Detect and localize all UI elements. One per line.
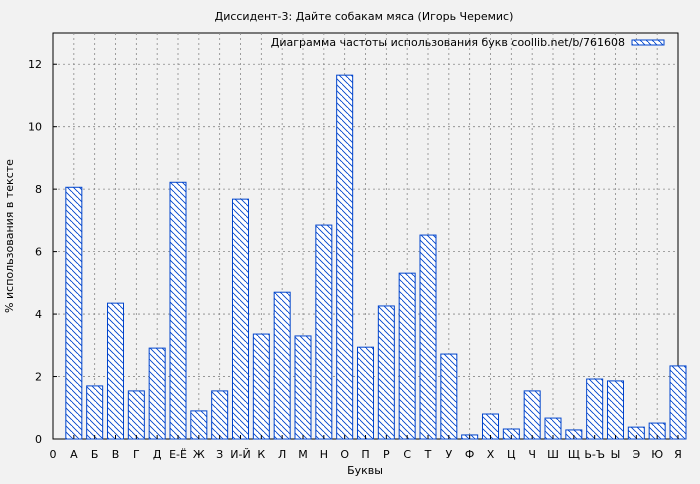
legend-label: Диаграмма частоты использования букв coo… — [271, 36, 625, 49]
y-tick-label: 0 — [35, 433, 42, 446]
legend-swatch — [631, 39, 665, 46]
x-tick-label: Ч — [528, 448, 536, 461]
x-tick-label: Ц — [507, 448, 516, 461]
bar-А — [65, 186, 83, 440]
bar-Д — [148, 347, 166, 440]
bars — [65, 74, 687, 440]
bar-Г — [127, 390, 145, 440]
x-tick-label: Н — [320, 448, 328, 461]
x-tick-label: Е-Ё — [169, 448, 187, 461]
x-tick-label: Т — [424, 448, 432, 461]
x-tick-label: Г — [133, 448, 140, 461]
x-tick-label: Я — [674, 448, 682, 461]
bar-С — [398, 272, 416, 440]
x-tick-label: 0 — [50, 448, 57, 461]
x-tick-label: Ш — [547, 448, 559, 461]
bar-Л — [273, 291, 291, 440]
bar-О — [336, 74, 354, 440]
bar-Б — [86, 385, 104, 440]
x-tick-label: Б — [91, 448, 99, 461]
y-tick-label: 8 — [35, 183, 42, 196]
y-tick-label: 6 — [35, 246, 42, 259]
x-tick-label: Ы — [611, 448, 621, 461]
x-tick-label: Ю — [651, 448, 663, 461]
legend: Диаграмма частоты использования букв coo… — [271, 36, 665, 49]
x-tick-label: О — [340, 448, 349, 461]
bar-К — [252, 333, 270, 440]
y-tick-label: 12 — [28, 58, 42, 71]
x-tick-label: К — [257, 448, 265, 461]
bar-И-Й — [232, 198, 249, 440]
chart-title: Диссидент-3: Дайте собакам мяса (Игорь Ч… — [215, 10, 514, 23]
y-tick-label: 4 — [35, 308, 42, 321]
x-tick-label: П — [361, 448, 369, 461]
bar-П — [357, 346, 374, 440]
bar-Е-Ё — [169, 181, 187, 440]
x-tick-label: Р — [383, 448, 390, 461]
y-axis-label: % использования в тексте — [3, 159, 16, 313]
x-tick-label: И-Й — [230, 448, 250, 461]
x-tick-label: В — [112, 448, 120, 461]
x-tick-label: Ф — [465, 448, 474, 461]
bar-В — [107, 302, 124, 440]
bar-М — [294, 335, 312, 440]
x-tick-label: А — [70, 448, 78, 461]
y-tick-label: 2 — [35, 371, 42, 384]
bar-Ь-Ъ — [586, 378, 604, 440]
x-tick-label: Щ — [568, 448, 580, 461]
y-tick-label: 10 — [28, 121, 42, 134]
ticks: 0 А Б В Г Д Е-Ё Ж З И-Й К Л М Н О П Р С Т У Ф Х Ц Ч Ш Щ Ь-Ъ Ы Э Ю Я024… — [28, 58, 682, 461]
bar-Н — [315, 224, 333, 440]
x-tick-label: М — [298, 448, 308, 461]
x-tick-label: Э — [632, 448, 640, 461]
bar-Р — [377, 305, 395, 440]
x-axis-label: Буквы — [347, 464, 383, 477]
x-tick-label: Д — [153, 448, 162, 461]
bar-У — [440, 353, 458, 440]
grid — [53, 33, 678, 439]
x-tick-label: Ь-Ъ — [584, 448, 605, 461]
bar-Т — [419, 234, 437, 440]
x-tick-label: Л — [278, 448, 286, 461]
bar-З — [211, 390, 229, 440]
bar-Ы — [607, 380, 624, 440]
x-tick-label: З — [216, 448, 223, 461]
x-tick-label: Х — [487, 448, 495, 461]
bar-Я — [669, 365, 687, 440]
bar-Ж — [190, 410, 208, 440]
x-tick-label: С — [403, 448, 411, 461]
x-tick-label: У — [445, 448, 452, 461]
x-tick-label: Ж — [193, 448, 205, 461]
bar-Ч — [523, 390, 541, 440]
